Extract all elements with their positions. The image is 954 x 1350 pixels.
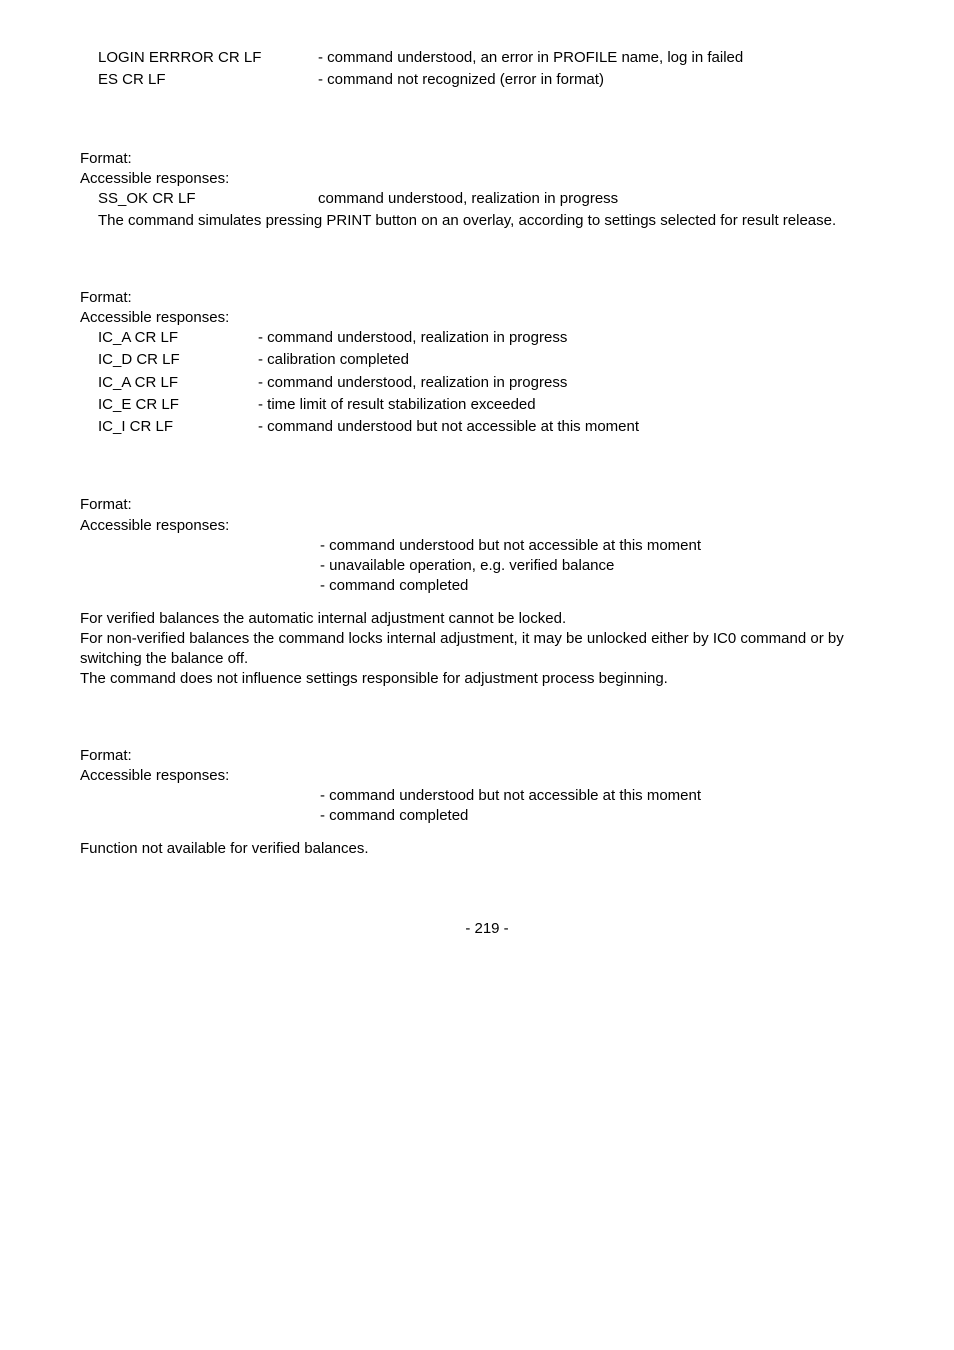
resp-line: - unavailable operation, e.g. verified b… xyxy=(320,556,894,576)
table-row: IC_E CR LF - time limit of result stabil… xyxy=(98,395,894,415)
table-row: SS_OK CR LF command understood, realizat… xyxy=(98,189,894,209)
cmd-key: IC_A CR LF xyxy=(98,373,258,393)
table-row: IC_A CR LF - command understood, realiza… xyxy=(98,373,894,393)
accessible-responses-label: Accessible responses: xyxy=(80,308,894,328)
table-row: LOGIN ERRROR CR LF - command understood,… xyxy=(98,48,894,68)
body-text: The command simulates pressing PRINT but… xyxy=(98,211,894,231)
cmd-key: SS_OK CR LF xyxy=(98,189,318,209)
body-text: Function not available for verified bala… xyxy=(80,839,894,859)
block1: LOGIN ERRROR CR LF - command understood,… xyxy=(80,48,894,91)
resp-line: - command understood but not accessible … xyxy=(320,536,894,556)
cmd-key: LOGIN ERRROR CR LF xyxy=(98,48,318,68)
block5: Format: Accessible responses: - command … xyxy=(80,746,894,859)
cmd-desc: - command understood, realization in pro… xyxy=(258,373,894,393)
cmd-key: IC_D CR LF xyxy=(98,350,258,370)
body-text: For verified balances the automatic inte… xyxy=(80,609,894,629)
body-text: For non-verified balances the command lo… xyxy=(80,629,894,670)
cmd-desc: - command understood, an error in PROFIL… xyxy=(318,48,894,68)
format-label: Format: xyxy=(80,495,894,515)
block4: Format: Accessible responses: - command … xyxy=(80,495,894,689)
cmd-desc: - command not recognized (error in forma… xyxy=(318,70,894,90)
accessible-responses-label: Accessible responses: xyxy=(80,169,894,189)
page-number: - 219 - xyxy=(80,919,894,939)
cmd-desc: command understood, realization in progr… xyxy=(318,189,894,209)
accessible-responses-label: Accessible responses: xyxy=(80,766,894,786)
cmd-desc: - calibration completed xyxy=(258,350,894,370)
resp-line: - command completed xyxy=(320,806,894,826)
cmd-key: IC_E CR LF xyxy=(98,395,258,415)
cmd-key: IC_I CR LF xyxy=(98,417,258,437)
table-row: IC_D CR LF - calibration completed xyxy=(98,350,894,370)
table-row: IC_I CR LF - command understood but not … xyxy=(98,417,894,437)
cmd-key: ES CR LF xyxy=(98,70,318,90)
table-row: IC_A CR LF - command understood, realiza… xyxy=(98,328,894,348)
body-text: The command does not influence settings … xyxy=(80,669,894,689)
block3: Format: Accessible responses: IC_A CR LF… xyxy=(80,288,894,438)
format-label: Format: xyxy=(80,149,894,169)
resp-line: - command understood but not accessible … xyxy=(320,786,894,806)
format-label: Format: xyxy=(80,288,894,308)
block2: Format: Accessible responses: SS_OK CR L… xyxy=(80,149,894,232)
resp-line: - command completed xyxy=(320,576,894,596)
format-label: Format: xyxy=(80,746,894,766)
cmd-desc: - time limit of result stabilization exc… xyxy=(258,395,894,415)
table-row: ES CR LF - command not recognized (error… xyxy=(98,70,894,90)
cmd-desc: - command understood, realization in pro… xyxy=(258,328,894,348)
accessible-responses-label: Accessible responses: xyxy=(80,516,894,536)
cmd-key: IC_A CR LF xyxy=(98,328,258,348)
cmd-desc: - command understood but not accessible … xyxy=(258,417,894,437)
